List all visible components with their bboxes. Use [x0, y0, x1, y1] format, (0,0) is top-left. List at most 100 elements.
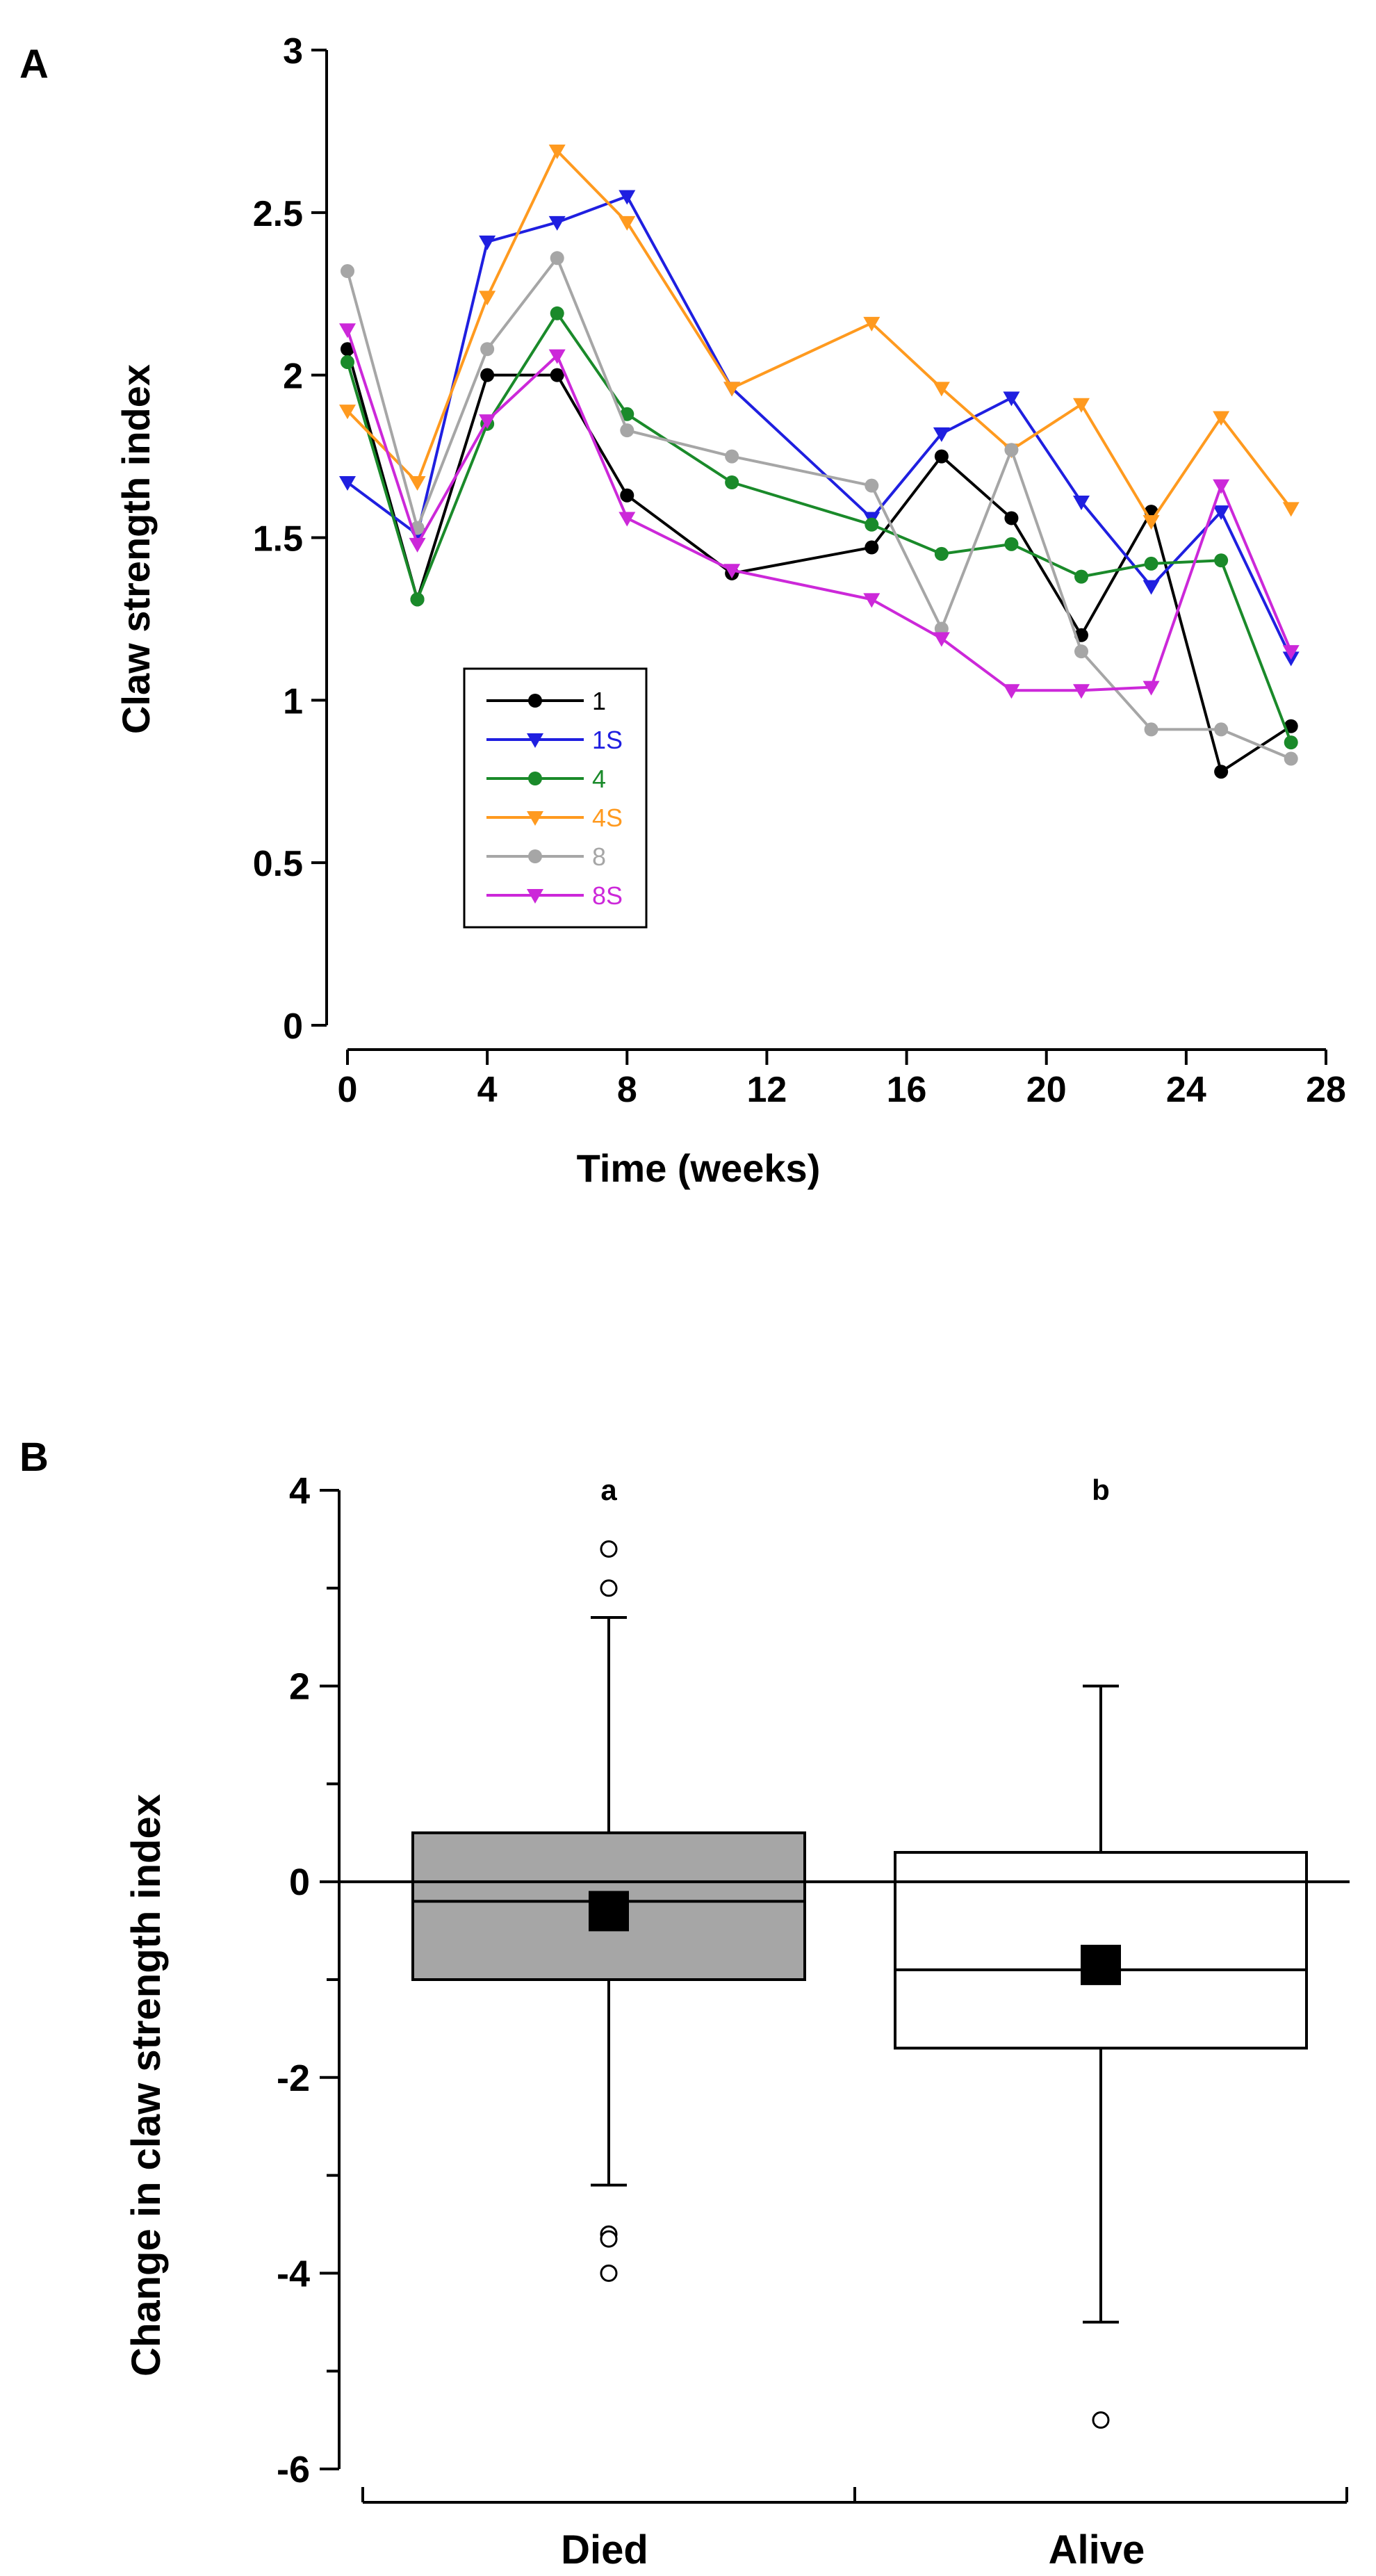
panel-b-label: B [19, 1435, 49, 1480]
data-point [863, 593, 881, 608]
data-point [1284, 735, 1298, 750]
data-point [934, 449, 949, 464]
data-point [725, 475, 739, 489]
data-point [1213, 505, 1230, 521]
y-tick-label: 4 [289, 1470, 310, 1512]
mean-marker [1081, 1944, 1121, 1985]
data-point [723, 564, 741, 579]
data-point [1003, 684, 1020, 699]
category-label: Alive [1049, 2527, 1145, 2573]
outlier-point [1092, 2411, 1110, 2429]
legend-label: 8S [592, 881, 623, 910]
panel-a: A 0 0.5 1 1.5 2 2.5 3 0 4 8 12 16 20 24 28 1 1S 4 4S 8 8S T… [19, 31, 1346, 1190]
data-point [548, 144, 566, 159]
data-point [480, 368, 495, 382]
legend-label: 4 [592, 765, 606, 793]
data-point [933, 632, 950, 647]
x-tick-label: 4 [477, 1070, 498, 1110]
x-tick-label: 12 [747, 1070, 787, 1110]
data-point [619, 215, 636, 231]
data-point [1214, 553, 1229, 568]
data-point [1004, 537, 1019, 551]
series-4S [339, 144, 1300, 530]
data-point [1213, 411, 1230, 426]
panel-a-x-axis-title: Time (weeks) [577, 1146, 821, 1190]
data-point [723, 382, 741, 397]
x-tick-label: 20 [1026, 1070, 1067, 1110]
legend-marker [527, 889, 543, 904]
x-tick-label: 24 [1166, 1070, 1206, 1110]
mean-marker [589, 1891, 629, 1932]
data-point [1282, 502, 1300, 517]
y-tick-label: 1.5 [253, 519, 303, 560]
y-tick-label: 0 [289, 1861, 310, 1903]
data-point [1142, 680, 1160, 696]
y-tick-label: 0 [283, 1006, 303, 1047]
data-point [1073, 684, 1090, 699]
data-point [1074, 644, 1088, 659]
series-line [346, 149, 1293, 523]
series-8 [341, 251, 1298, 766]
data-point [1142, 580, 1160, 595]
legend-box [463, 667, 648, 929]
group-letter: b [1092, 1474, 1110, 1506]
panel-a-series [339, 144, 1300, 779]
data-point [341, 354, 354, 369]
data-point [550, 368, 564, 382]
data-point [933, 382, 950, 397]
data-point [1144, 722, 1158, 737]
panel-b: B 4 2 0 -2 -4 -6 a Died b Alive Change in claw s… [19, 1435, 1350, 2573]
data-point [1142, 515, 1160, 530]
data-point [1144, 556, 1158, 571]
data-point [550, 251, 564, 266]
panel-b-boxes: a Died b Alive [339, 1474, 1350, 2573]
y-tick-label: -4 [277, 2253, 310, 2294]
series-1 [341, 342, 1298, 779]
data-point [479, 235, 496, 250]
x-tick-label: 0 [338, 1070, 358, 1110]
outlier-point [600, 1579, 618, 1597]
legend-label: 8 [592, 842, 606, 871]
y-tick-label: 2 [289, 1666, 310, 1708]
data-point [863, 316, 881, 332]
data-point [865, 517, 879, 532]
data-point [339, 475, 356, 491]
legend-label: 1 [592, 687, 606, 715]
x-tick-label: 28 [1306, 1070, 1346, 1110]
panel-a-y-axis-title: Claw strength index [114, 364, 158, 734]
data-point [1074, 569, 1088, 584]
x-tick-label: 16 [887, 1070, 927, 1110]
panel-b-y-axis-title: Change in claw strength index [124, 1794, 169, 2377]
data-point [619, 512, 636, 527]
outlier-point [600, 1540, 618, 1558]
data-point [1213, 479, 1230, 494]
panel-a-axes: 0 0.5 1 1.5 2 2.5 3 0 4 8 12 16 20 24 28 [253, 31, 1346, 1110]
legend-marker [527, 811, 543, 826]
data-point [1282, 645, 1300, 660]
data-point [865, 540, 879, 555]
data-point [410, 592, 425, 607]
data-point [725, 449, 739, 464]
data-point [1214, 765, 1229, 779]
data-point [865, 478, 879, 493]
legend-marker [527, 733, 543, 748]
data-point [341, 342, 354, 357]
y-tick-label: 2.5 [253, 194, 303, 234]
data-point [409, 537, 426, 553]
legend-marker [528, 772, 542, 785]
data-point [1073, 496, 1090, 511]
box-alive: b Alive [894, 1474, 1308, 2573]
data-point [619, 190, 636, 205]
data-point [1004, 443, 1019, 457]
data-point [548, 349, 566, 364]
outlier-point [600, 2264, 618, 2282]
data-point [1073, 398, 1090, 413]
data-point [933, 427, 950, 442]
series-8S [339, 323, 1300, 699]
legend-label: 4S [592, 804, 623, 832]
category-label: Died [561, 2527, 648, 2573]
y-tick-label: -2 [277, 2057, 310, 2099]
legend-label: 1S [592, 726, 623, 754]
y-tick-label: 0.5 [253, 844, 303, 884]
